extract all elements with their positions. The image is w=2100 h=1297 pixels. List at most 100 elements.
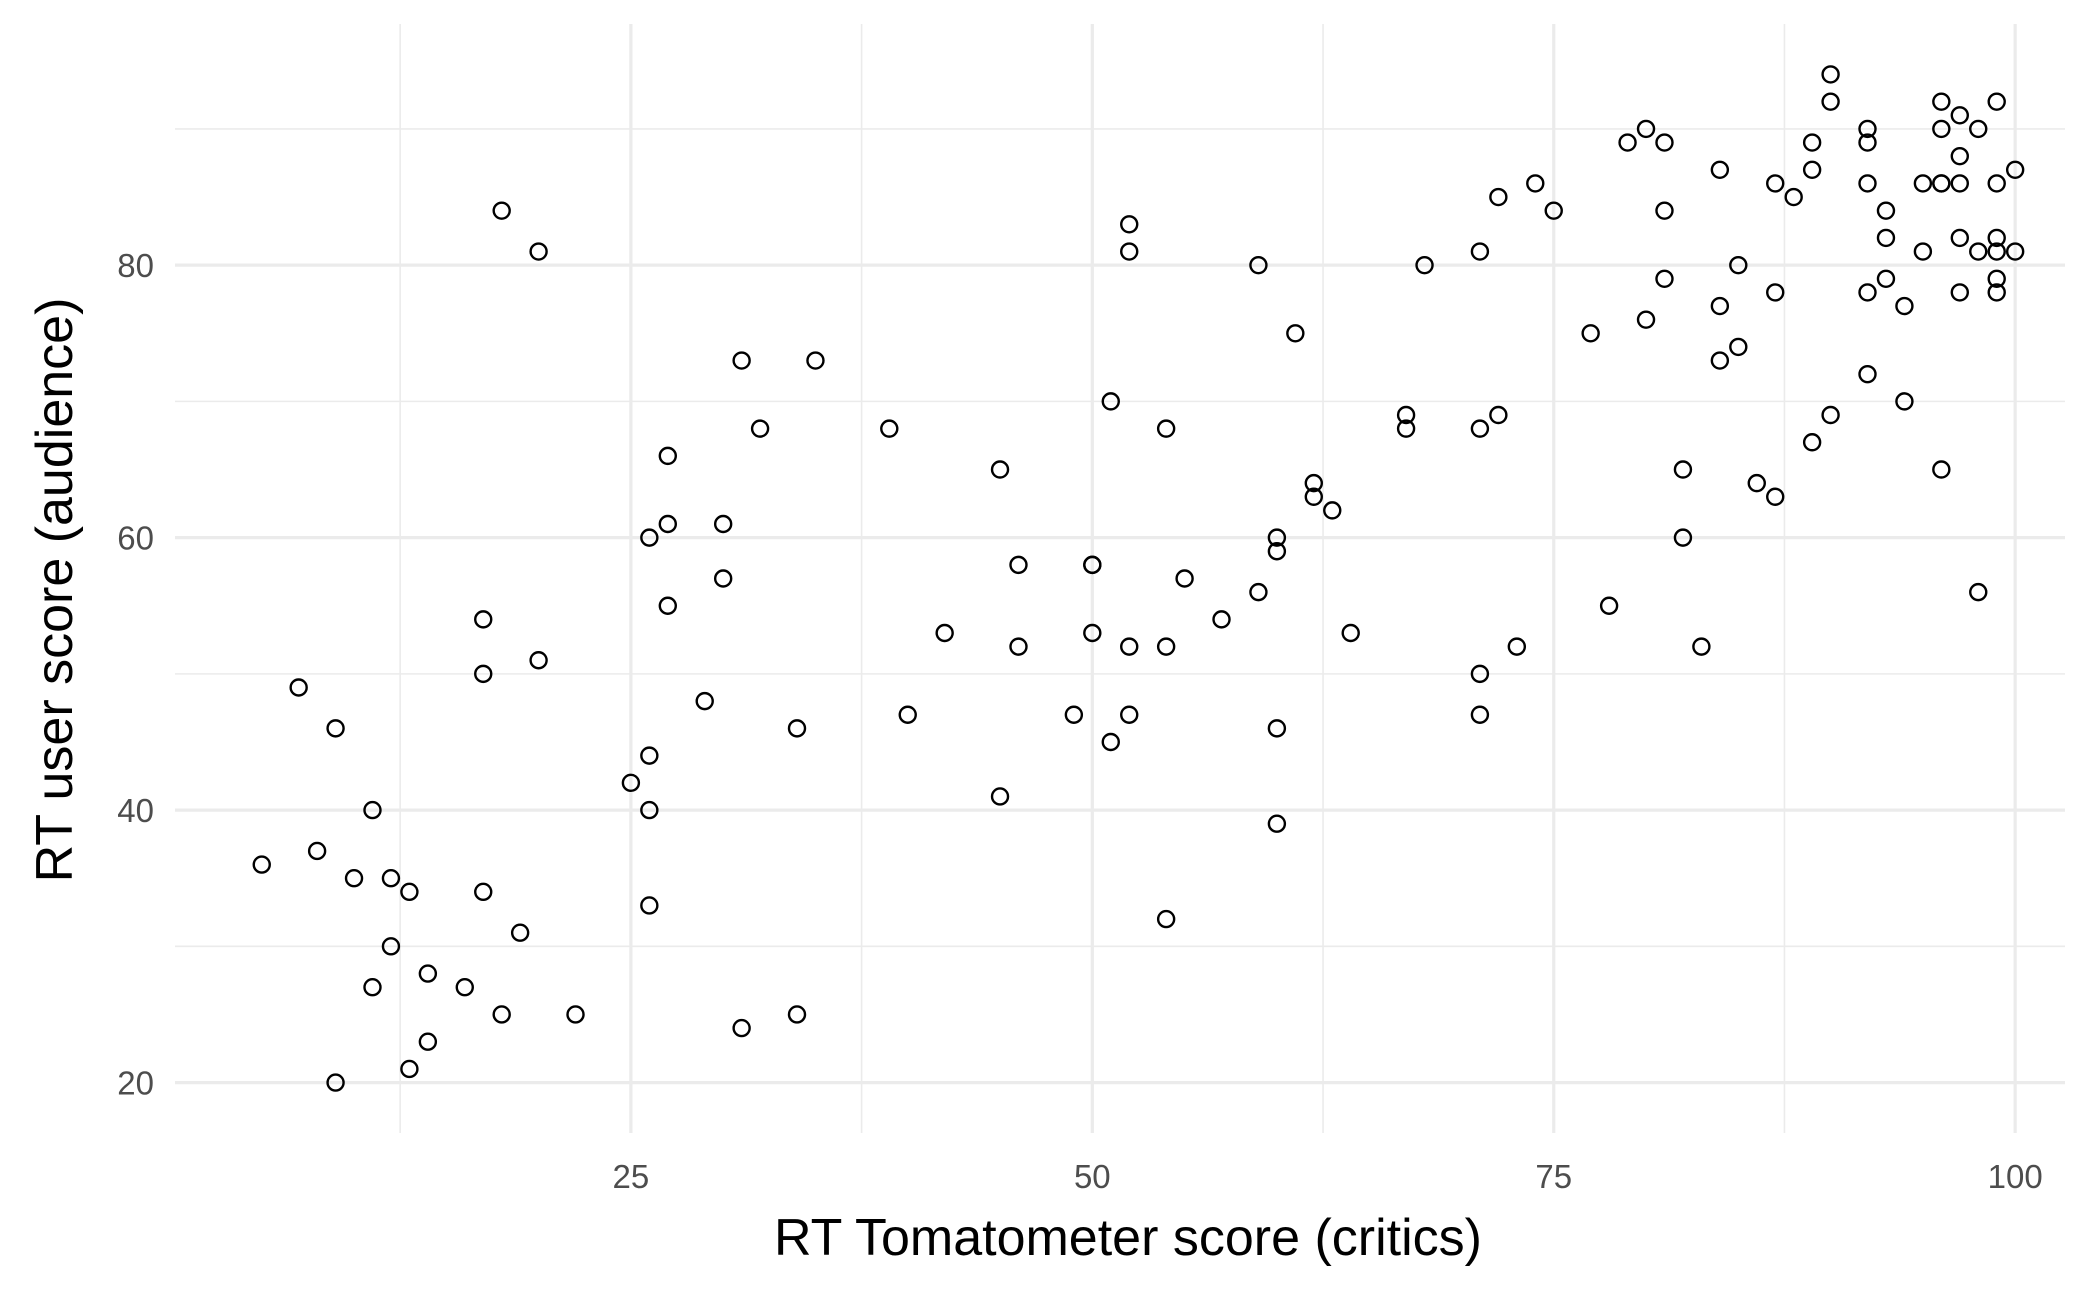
data-point xyxy=(1064,705,1084,724)
data-point xyxy=(1766,174,1785,193)
data-point xyxy=(1341,623,1360,643)
data-point xyxy=(326,719,345,738)
data-point xyxy=(1470,664,1490,684)
data-point xyxy=(1747,473,1766,493)
data-point xyxy=(658,446,678,466)
data-point xyxy=(1304,487,1323,506)
data-point xyxy=(363,800,382,820)
data-point xyxy=(400,882,419,902)
data-point xyxy=(1544,201,1563,220)
data-point xyxy=(1489,187,1508,207)
data-point xyxy=(806,351,825,370)
data-point xyxy=(1655,133,1674,152)
data-point xyxy=(289,678,308,697)
data-point xyxy=(713,514,733,534)
data-point xyxy=(1895,296,1914,316)
data-point xyxy=(1913,242,1933,261)
data-point xyxy=(1673,528,1693,547)
x-axis-title: RT Tomatometer score (critics) xyxy=(774,1209,1482,1267)
data-point xyxy=(1618,133,1637,152)
data-point xyxy=(1802,160,1822,179)
data-point xyxy=(1101,732,1120,752)
data-point xyxy=(1876,201,1896,220)
data-point xyxy=(1932,119,1951,139)
data-point xyxy=(1876,228,1896,248)
data-point xyxy=(1784,187,1803,207)
data-point xyxy=(787,719,807,738)
data-point xyxy=(640,800,659,820)
data-point xyxy=(363,978,382,997)
data-point xyxy=(1489,405,1508,425)
data-point xyxy=(658,596,678,615)
data-point xyxy=(1802,133,1822,152)
data-point xyxy=(658,514,678,534)
data-point xyxy=(1895,392,1914,411)
data-point xyxy=(344,869,364,888)
data-point xyxy=(1950,283,1969,302)
data-point xyxy=(1267,719,1287,738)
data-point xyxy=(1120,242,1139,261)
data-point xyxy=(1969,582,1988,602)
data-point xyxy=(1950,106,1969,125)
data-point xyxy=(307,841,327,861)
data-point xyxy=(1156,637,1176,656)
data-point xyxy=(1267,528,1287,547)
x-tick-label: 100 xyxy=(1988,1158,2043,1195)
data-point xyxy=(492,1005,511,1024)
data-point xyxy=(474,664,493,684)
data-point xyxy=(1932,460,1951,479)
data-point xyxy=(1083,623,1102,643)
data-point xyxy=(1470,242,1490,261)
data-point xyxy=(640,528,659,547)
data-point xyxy=(1950,146,1969,166)
data-point xyxy=(1323,501,1342,520)
data-point xyxy=(1987,174,2006,193)
data-point xyxy=(1120,705,1139,724)
data-point xyxy=(1876,269,1896,288)
data-point xyxy=(1304,473,1323,493)
data-point xyxy=(1396,419,1416,438)
data-point xyxy=(621,773,641,793)
y-axis-title: RT user score (audience) xyxy=(26,298,84,883)
data-point xyxy=(1083,555,1102,575)
data-point xyxy=(898,705,917,724)
data-point xyxy=(1987,269,2006,288)
data-point xyxy=(252,855,271,874)
data-point xyxy=(1267,542,1287,561)
data-point xyxy=(1821,405,1840,425)
data-point xyxy=(1729,255,1748,275)
data-point xyxy=(1415,255,1434,275)
data-point xyxy=(732,1018,751,1038)
data-point xyxy=(1932,92,1951,111)
data-point xyxy=(1710,351,1730,370)
data-point xyxy=(1507,637,1527,656)
grid-lines xyxy=(175,24,2065,1133)
data-point xyxy=(1009,637,1028,656)
data-point xyxy=(1987,92,2006,111)
data-point xyxy=(566,1005,585,1024)
data-point xyxy=(1821,92,1840,111)
y-axis-tick-labels: 20 40 60 80 xyxy=(117,247,154,1101)
data-point xyxy=(713,569,733,588)
data-point xyxy=(492,201,511,220)
data-points xyxy=(252,65,2025,1092)
data-point xyxy=(1581,324,1600,343)
data-point xyxy=(529,651,548,670)
data-point xyxy=(732,351,751,370)
data-point xyxy=(1710,296,1730,316)
data-point xyxy=(1950,228,1969,248)
y-tick-label: 40 xyxy=(117,792,154,829)
data-point xyxy=(1969,242,1988,261)
data-point xyxy=(1120,215,1139,234)
data-point xyxy=(990,787,1010,806)
data-point xyxy=(1599,596,1619,615)
x-tick-label: 75 xyxy=(1535,1158,1572,1195)
data-point xyxy=(1858,119,1877,139)
data-point xyxy=(990,460,1010,479)
data-point xyxy=(1802,433,1822,452)
data-point xyxy=(1101,392,1120,411)
data-point xyxy=(935,623,954,643)
data-point xyxy=(1913,174,1933,193)
data-point xyxy=(381,869,401,888)
